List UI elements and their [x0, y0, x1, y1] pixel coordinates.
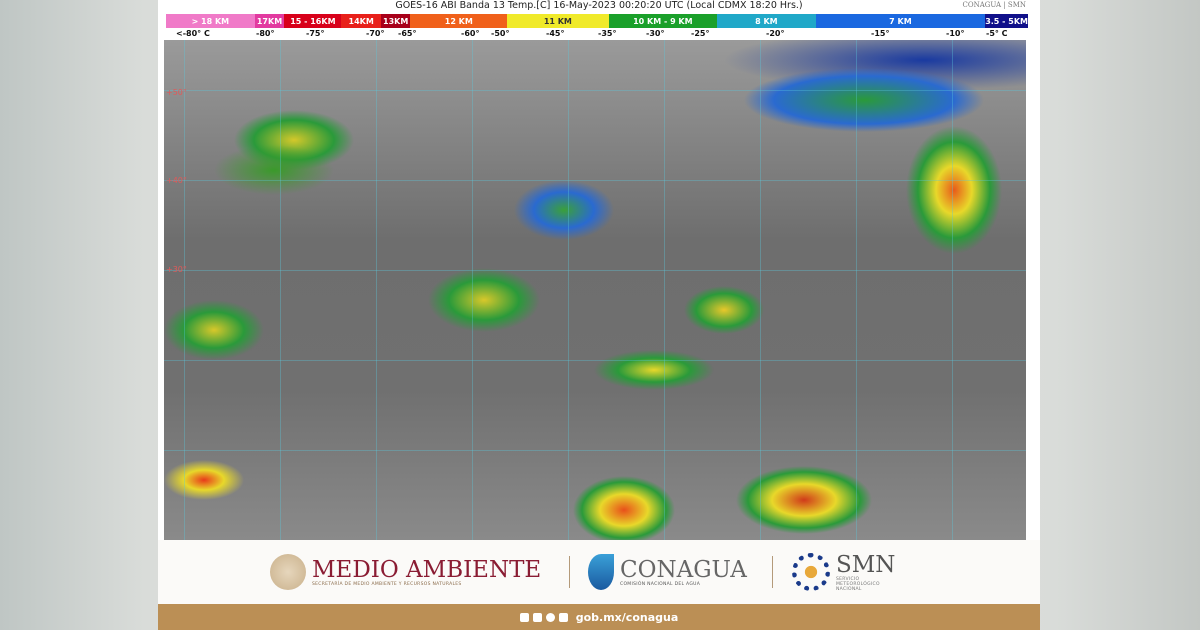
conagua-text: CONAGUA: [620, 556, 747, 583]
temp-label: -60°: [461, 29, 480, 38]
temp-label: -20°: [766, 29, 785, 38]
legend-swatch: 17KM: [254, 14, 285, 28]
divider: [569, 556, 570, 588]
conagua-sub: COMISIÓN NACIONAL DEL AGUA: [620, 581, 701, 587]
legend-swatch: 12 KM: [410, 14, 508, 28]
medio-ambiente-text: MEDIO AMBIENTE: [312, 556, 542, 583]
lat-label: +40°: [166, 176, 187, 185]
legend-swatch: 7 KM: [815, 14, 986, 28]
instagram-icon[interactable]: [545, 612, 555, 622]
temp-label: -35°: [598, 29, 617, 38]
smn-logo: SMN SERVICIO METEOROLÓGICO NACIONAL: [792, 550, 895, 594]
temp-label: -75°: [306, 29, 325, 38]
temp-label: -5° C: [986, 29, 1008, 38]
weather-bulletin: GOES-16 ABI Banda 13 Temp.[C] 16-May-202…: [158, 0, 1040, 630]
temp-label: -70°: [366, 29, 385, 38]
temp-label: -65°: [398, 29, 417, 38]
facebook-icon[interactable]: [519, 612, 529, 622]
legend-swatch: 10 KM - 9 KM: [608, 14, 718, 28]
temperature-scale: <-80° C -80° -75° -70° -65° -60° -50° -45° -35° -…: [166, 29, 1028, 39]
legend-swatch: 14KM: [341, 14, 381, 28]
logo-bar: MEDIO AMBIENTE SECRETARÍA DE MEDIO AMBIE…: [158, 540, 1040, 604]
legend-swatch: 13KM: [380, 14, 411, 28]
satellite-map: +50° +40° +30°: [164, 40, 1026, 540]
temp-label: -45°: [546, 29, 565, 38]
temp-label: -15°: [871, 29, 890, 38]
smn-gear-icon: [792, 553, 830, 591]
medio-ambiente-logo: MEDIO AMBIENTE SECRETARÍA DE MEDIO AMBIE…: [270, 550, 541, 594]
temp-label: -25°: [691, 29, 710, 38]
lat-label: +30°: [166, 265, 187, 274]
conagua-logo: CONAGUA COMISIÓN NACIONAL DEL AGUA: [588, 550, 747, 594]
color-legend: > 18 KM 17KM 15 - 16KM 14KM 13KM 12 KM 11 KM 10…: [166, 14, 1028, 28]
medio-ambiente-sub: SECRETARÍA DE MEDIO AMBIENTE Y RECURSOS …: [312, 581, 462, 587]
mexico-seal-icon: [270, 554, 306, 590]
smn-sub: SERVICIO METEOROLÓGICO NACIONAL: [836, 576, 880, 592]
legend-swatch: 3.5 - 5KM: [985, 14, 1028, 28]
twitter-icon[interactable]: [532, 612, 542, 622]
legend-swatch: 8 KM: [717, 14, 816, 28]
mini-brand: CONAGUA | SMN: [962, 1, 1026, 9]
footer-url[interactable]: gob.mx/conagua: [575, 610, 679, 624]
lat-label: +50°: [166, 88, 187, 97]
legend-swatch: 11 KM: [507, 14, 609, 28]
temp-label: -80°: [256, 29, 275, 38]
footer-bar: gob.mx/conagua: [158, 604, 1040, 630]
temp-label: -50°: [491, 29, 510, 38]
legend-swatch: 15 - 16KM: [284, 14, 342, 28]
smn-text: SMN: [836, 551, 896, 578]
temp-label: <-80° C: [176, 29, 210, 38]
temp-label: -10°: [946, 29, 965, 38]
legend-swatch: > 18 KM: [166, 14, 255, 28]
divider: [772, 556, 773, 588]
temp-label: -30°: [646, 29, 665, 38]
image-title: GOES-16 ABI Banda 13 Temp.[C] 16-May-202…: [395, 0, 803, 11]
conagua-drop-icon: [588, 554, 614, 590]
youtube-icon[interactable]: [558, 612, 568, 622]
lat-lon-grid: [164, 40, 1026, 540]
